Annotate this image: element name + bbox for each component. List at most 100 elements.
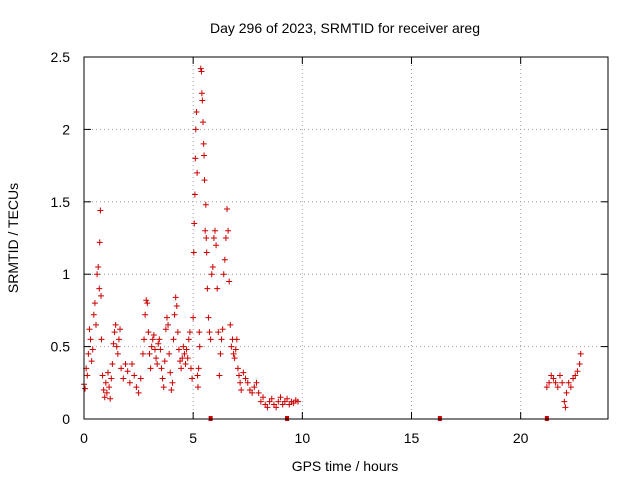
data-point	[94, 271, 101, 278]
data-point	[112, 321, 119, 328]
data-point	[107, 395, 114, 402]
data-point	[145, 329, 152, 336]
data-point	[236, 372, 243, 379]
data-point	[182, 360, 189, 367]
data-point	[96, 239, 103, 246]
data-point	[113, 343, 120, 350]
data-point	[191, 191, 198, 198]
data-point	[175, 346, 182, 353]
data-point	[572, 372, 579, 379]
x-tick-label: 5	[189, 430, 197, 446]
data-point	[202, 227, 209, 234]
data-point	[179, 355, 186, 362]
data-point	[226, 278, 233, 285]
data-point	[242, 375, 249, 382]
data-point	[109, 360, 116, 367]
y-tick-label: 0.5	[51, 339, 71, 355]
data-point	[95, 263, 102, 270]
data-point	[240, 369, 247, 376]
data-point	[166, 350, 173, 357]
data-point	[150, 332, 157, 339]
data-point	[186, 329, 193, 336]
data-point	[214, 285, 221, 292]
data-point	[576, 360, 583, 367]
data-point	[198, 68, 205, 75]
data-point	[137, 375, 144, 382]
data-point	[115, 336, 122, 343]
data-point	[191, 220, 198, 227]
data-point	[148, 343, 155, 350]
data-point	[562, 404, 569, 411]
data-point	[218, 336, 225, 343]
data-point	[106, 384, 113, 391]
data-point	[192, 155, 199, 162]
data-point	[93, 321, 100, 328]
y-tick-label: 1.5	[51, 194, 71, 210]
data-point	[144, 300, 151, 307]
grid-lines	[84, 57, 608, 419]
data-point	[157, 346, 164, 353]
data-point	[257, 398, 264, 405]
data-point	[124, 368, 131, 375]
y-axis-label: SRMTID / TECUs	[5, 183, 21, 293]
data-point	[217, 350, 224, 357]
data-points	[81, 65, 584, 411]
data-point	[118, 365, 125, 372]
data-point	[120, 375, 127, 382]
data-point	[139, 350, 146, 357]
data-point	[151, 346, 158, 353]
data-point	[187, 365, 194, 372]
data-point	[114, 350, 121, 357]
data-point	[97, 207, 104, 214]
data-point	[99, 372, 106, 379]
y-tick-label: 2.5	[51, 49, 71, 65]
data-point	[190, 314, 197, 321]
data-point	[173, 303, 180, 310]
data-point	[160, 384, 167, 391]
x-tick-label: 0	[80, 430, 88, 446]
data-point	[90, 311, 97, 318]
data-point	[122, 360, 129, 367]
data-point	[244, 379, 251, 386]
data-point	[255, 389, 262, 396]
data-point	[147, 365, 154, 372]
data-point	[193, 109, 200, 116]
data-point	[194, 169, 201, 176]
data-point	[197, 65, 204, 72]
data-point	[184, 355, 191, 362]
data-point	[294, 398, 301, 405]
data-point	[204, 285, 211, 292]
data-point	[213, 242, 220, 249]
data-point	[98, 336, 105, 343]
data-point	[202, 201, 209, 208]
data-point	[88, 358, 95, 365]
data-point	[178, 365, 185, 372]
data-point	[208, 271, 215, 278]
data-point	[565, 379, 572, 386]
y-tick-label: 2	[62, 121, 70, 137]
data-point	[111, 329, 118, 336]
y-tick-label: 1	[62, 266, 70, 282]
data-point	[167, 369, 174, 376]
data-point	[567, 384, 574, 391]
data-point	[561, 398, 568, 405]
data-point	[133, 384, 140, 391]
x-axis-label: GPS time / hours	[292, 458, 399, 474]
data-point	[221, 256, 228, 263]
data-point	[172, 294, 179, 301]
data-point	[135, 389, 142, 396]
data-point	[232, 346, 239, 353]
data-point	[170, 336, 177, 343]
data-point	[201, 177, 208, 184]
data-point	[195, 365, 202, 372]
data-point	[102, 379, 109, 386]
data-point	[224, 206, 231, 213]
data-point	[260, 394, 267, 401]
data-point	[96, 285, 103, 292]
data-point	[200, 140, 207, 147]
data-point	[84, 372, 91, 379]
data-point	[87, 336, 94, 343]
data-point	[181, 350, 188, 357]
